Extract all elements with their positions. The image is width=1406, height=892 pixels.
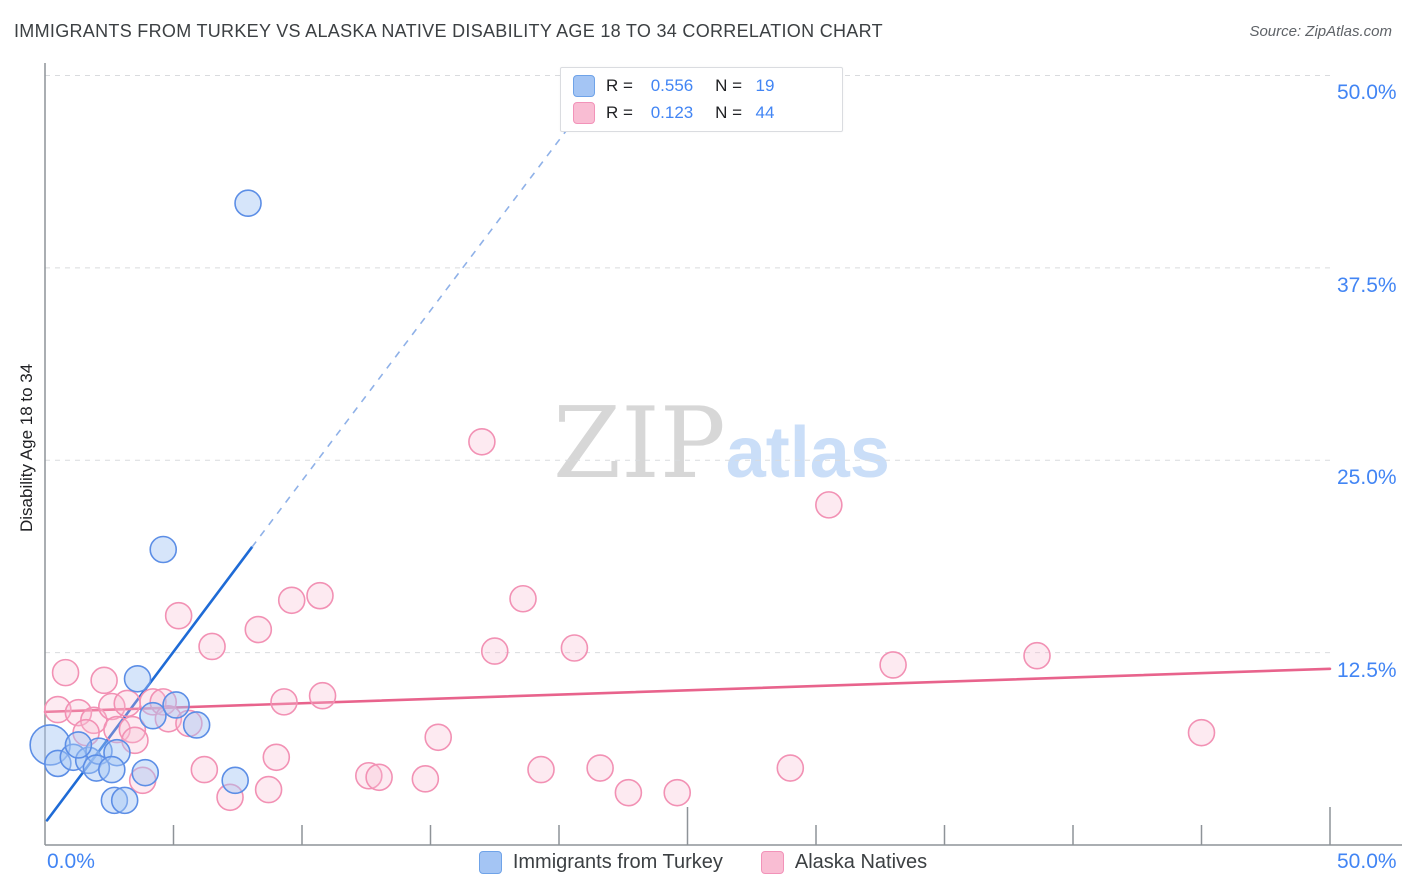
blue-point: [182, 711, 211, 739]
blue-point: [149, 535, 178, 564]
n-label: N =: [715, 103, 742, 122]
y-axis-label-50: 50.0%: [1337, 81, 1397, 104]
pink-series-swatch-icon: [760, 851, 784, 874]
r-value-blue: 0.556: [650, 76, 694, 95]
chart-title: IMMIGRANTS FROM TURKEY VS ALASKA NATIVE …: [14, 21, 883, 41]
pink-point: [509, 584, 537, 613]
blue-point: [64, 731, 93, 759]
blue-point: [139, 701, 167, 730]
correlation-legend: R = 0.556 N = 19 R = 0.123 N = 44: [560, 67, 843, 132]
source-attribution: Source: ZipAtlas.com: [1249, 23, 1392, 40]
pink-point: [663, 778, 692, 807]
blue-point: [234, 189, 262, 218]
r-label: R =: [606, 103, 633, 122]
blue-point: [110, 786, 139, 815]
pink-point: [308, 681, 337, 710]
pink-point: [480, 637, 509, 665]
pink-point: [586, 754, 614, 782]
pink-point: [190, 755, 219, 784]
pink-point: [411, 765, 440, 793]
pink-point: [424, 723, 453, 752]
blue-point: [44, 749, 72, 778]
blue-trend-dashed-extension: [251, 75, 609, 548]
pink-point: [164, 601, 193, 630]
blue-point: [98, 755, 126, 784]
legend-row-alaska: R = 0.123 N = 44: [573, 102, 830, 124]
pink-point: [254, 775, 283, 804]
blue-point: [221, 766, 249, 795]
blue-point: [123, 664, 152, 693]
pink-point: [262, 743, 291, 772]
blue-point: [100, 786, 129, 815]
blue-point: [82, 754, 111, 782]
x-axis-label-0: 0.0%: [47, 850, 95, 873]
x-axis-label-50: 50.0%: [1337, 850, 1397, 873]
y-axis-label-37-5: 37.5%: [1337, 274, 1397, 297]
pink-point: [1023, 641, 1051, 670]
pink-point: [306, 581, 334, 610]
pink-point: [355, 761, 383, 790]
n-value-pink: 44: [755, 103, 775, 122]
blue-series-swatch-icon: [573, 75, 595, 97]
y-axis-title: Disability Age 18 to 34: [17, 363, 36, 532]
r-value-pink: 0.123: [650, 103, 694, 122]
y-axis-label-12-5: 12.5%: [1337, 659, 1397, 682]
pink-point: [468, 427, 496, 456]
pink-point: [527, 755, 555, 784]
pink-point: [560, 634, 589, 662]
pink-series-swatch-icon: [573, 102, 595, 124]
pink-point: [614, 778, 643, 807]
pink-point: [365, 763, 393, 792]
pink-point: [90, 666, 118, 695]
blue-point: [131, 758, 160, 787]
n-label: N =: [715, 76, 742, 95]
y-axis-label-25: 25.0%: [1337, 466, 1397, 489]
pink-trend-line: [43, 667, 1332, 714]
n-value-blue: 19: [755, 76, 775, 95]
blue-series-swatch-icon: [478, 851, 502, 874]
blue-point: [162, 691, 190, 719]
legend-row-turkey: R = 0.556 N = 19: [573, 75, 830, 97]
pink-point: [216, 783, 244, 812]
pink-point: [1187, 718, 1216, 747]
legend-item-turkey: Immigrants from Turkey: [478, 851, 723, 874]
legend-item-label: Immigrants from Turkey: [512, 851, 723, 873]
blue-point: [103, 738, 131, 767]
pink-point: [270, 688, 298, 716]
pink-point: [51, 658, 80, 687]
pink-point: [879, 651, 907, 679]
pink-point: [244, 615, 273, 644]
series-legend: Immigrants from Turkey Alaska Natives: [0, 851, 1406, 874]
r-label: R =: [606, 76, 633, 95]
pink-point: [198, 632, 226, 661]
pink-point: [277, 586, 306, 615]
pink-point: [113, 689, 142, 718]
pink-point: [44, 695, 72, 724]
pink-point: [118, 715, 147, 744]
legend-item-label: Alaska Natives: [794, 851, 928, 873]
legend-item-alaska: Alaska Natives: [760, 851, 928, 874]
pink-point: [815, 491, 843, 519]
pink-point: [776, 754, 805, 782]
